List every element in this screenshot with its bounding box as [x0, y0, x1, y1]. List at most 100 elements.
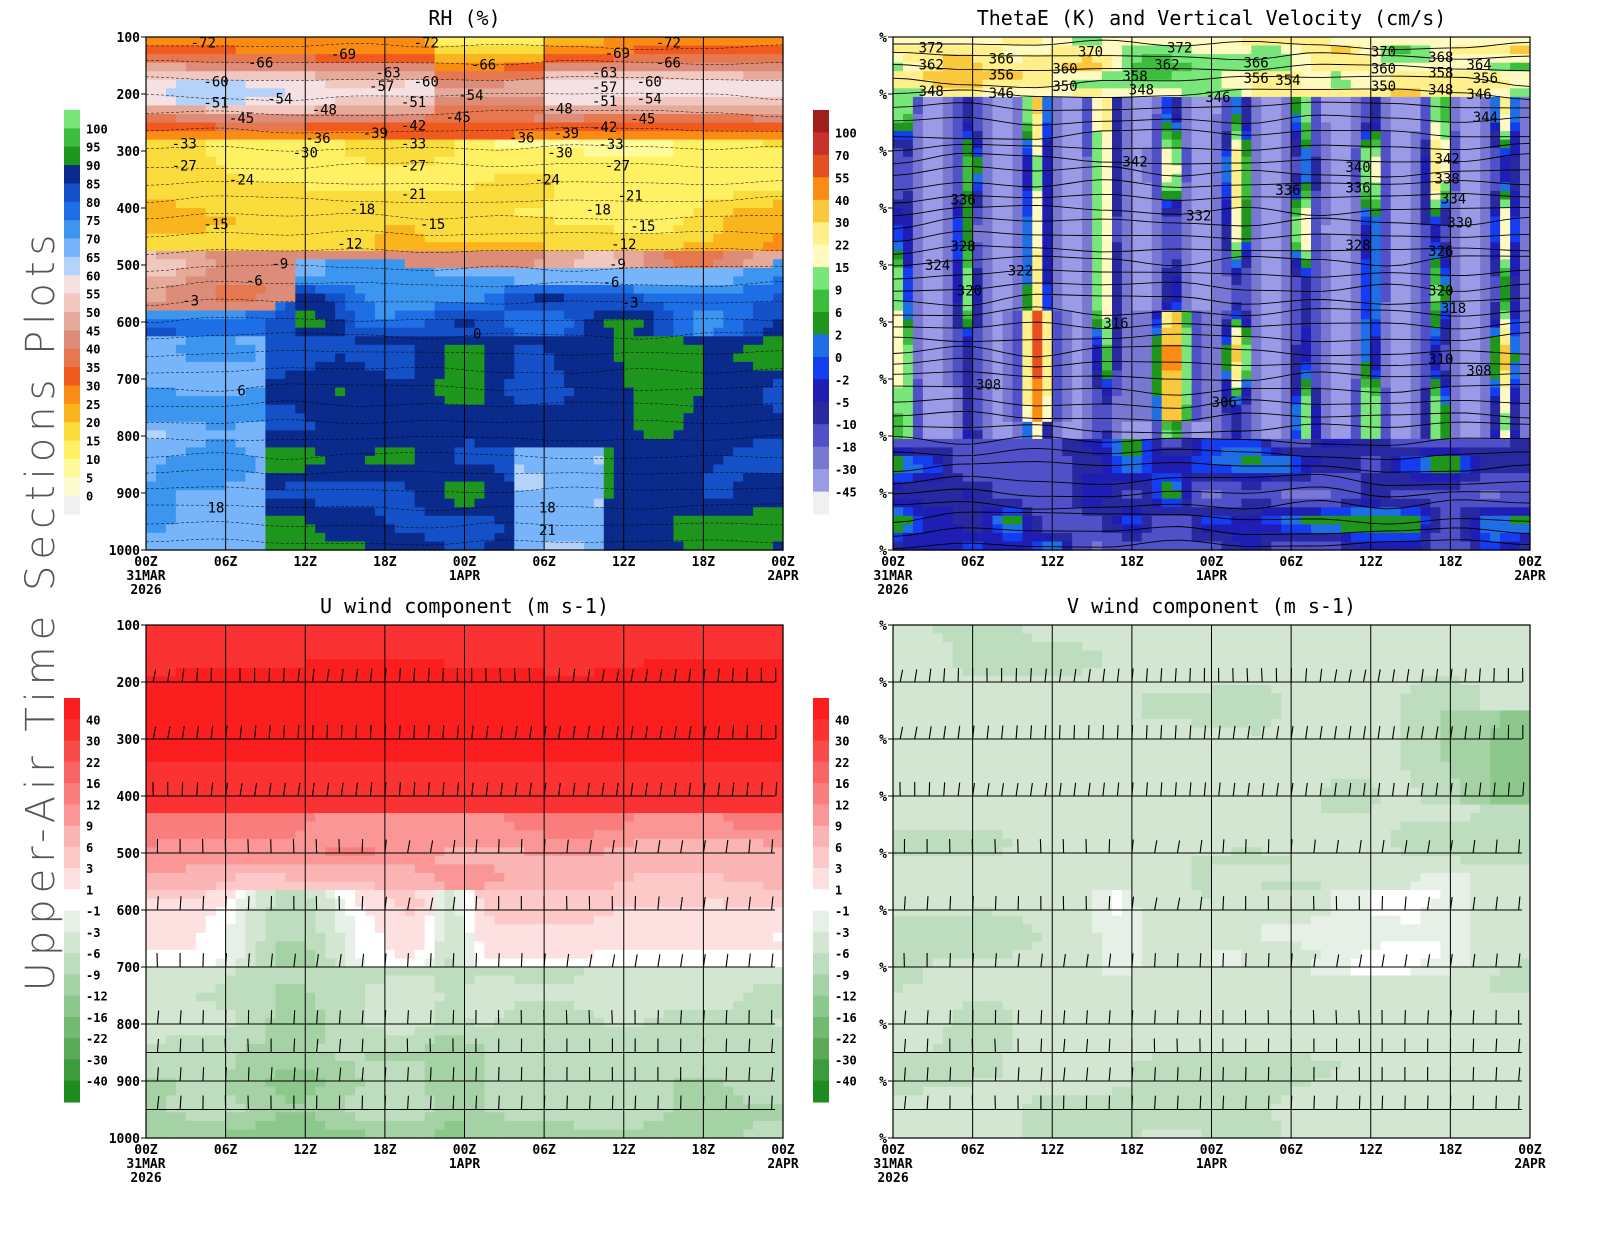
field-cell	[574, 148, 585, 158]
field-cell	[912, 190, 924, 201]
field-cell	[265, 541, 276, 551]
field-cell	[235, 344, 247, 354]
field-cell	[255, 242, 267, 252]
field-cell	[524, 430, 535, 440]
colorbar-swatch	[64, 403, 80, 423]
field-cell	[315, 438, 326, 449]
field-cell	[384, 114, 396, 124]
field-cell	[544, 498, 555, 508]
field-cell	[414, 524, 426, 534]
field-cell	[464, 208, 476, 218]
field-cell	[952, 165, 964, 175]
field-cell	[454, 327, 466, 337]
field-cell	[225, 438, 237, 449]
field-cell	[713, 148, 724, 158]
field-cell	[305, 293, 316, 303]
field-cell	[683, 276, 695, 286]
field-cell	[156, 396, 167, 406]
field-cell	[534, 37, 545, 47]
field-cell	[374, 156, 386, 166]
field-cell	[175, 327, 187, 337]
field-cell	[265, 421, 276, 431]
field-cell	[524, 148, 535, 158]
field-cell	[514, 79, 525, 89]
field-cell	[255, 182, 267, 192]
field-cell	[544, 507, 555, 517]
field-cell	[484, 233, 495, 243]
field-cell	[156, 267, 167, 278]
field-cell	[414, 379, 426, 389]
field-cell	[265, 481, 276, 491]
field-cell	[972, 131, 984, 141]
field-cell	[335, 404, 346, 414]
field-cell	[1022, 481, 1033, 491]
field-cell	[623, 336, 635, 346]
field-cell	[583, 327, 595, 337]
field-cell	[603, 541, 615, 551]
field-cell	[345, 524, 356, 534]
field-cell	[1022, 310, 1033, 320]
field-cell	[175, 233, 187, 243]
field-cell	[185, 524, 197, 534]
field-cell	[962, 379, 974, 389]
field-cell	[414, 276, 426, 286]
field-cell	[474, 122, 486, 132]
field-cell	[514, 344, 525, 354]
field-cell	[514, 379, 525, 389]
field-cell	[922, 473, 934, 483]
field-cell	[643, 353, 655, 363]
field-cell	[394, 96, 406, 107]
field-cell	[564, 456, 575, 466]
field-cell	[504, 139, 515, 149]
field-cell	[952, 404, 964, 414]
field-cell	[1002, 208, 1014, 218]
field-cell	[305, 379, 316, 389]
field-cell	[444, 105, 456, 115]
field-cell	[922, 233, 934, 243]
field-cell	[295, 54, 306, 64]
field-cell	[394, 62, 406, 72]
field-cell	[514, 421, 525, 431]
field-cell	[663, 404, 675, 414]
field-cell	[723, 96, 734, 107]
field-cell	[335, 490, 346, 500]
field-cell	[414, 105, 426, 115]
field-cell	[444, 447, 456, 457]
field-cell	[733, 54, 744, 64]
field-cell	[315, 532, 326, 543]
field-cell	[384, 276, 396, 286]
field-cell	[633, 71, 645, 81]
field-cell	[414, 421, 426, 431]
field-cell	[474, 139, 486, 149]
field-cell	[245, 173, 257, 183]
field-cell	[235, 430, 247, 440]
field-cell	[146, 54, 157, 64]
field-cell	[564, 233, 575, 243]
field-cell	[952, 225, 964, 235]
field-cell	[384, 379, 396, 389]
field-cell	[484, 79, 495, 89]
field-cell	[175, 302, 187, 312]
field-cell	[982, 490, 994, 500]
field-cell	[165, 259, 177, 269]
field-cell	[285, 173, 296, 183]
field-cell	[593, 79, 605, 89]
field-cell	[1022, 456, 1033, 466]
field-cell	[474, 233, 486, 243]
field-cell	[693, 285, 704, 295]
field-cell	[146, 139, 157, 149]
field-cell	[952, 524, 964, 534]
field-cell	[285, 139, 296, 149]
field-cell	[1012, 456, 1023, 466]
field-cell	[464, 276, 476, 286]
field-cell	[574, 62, 585, 72]
y-tick-label: 100	[117, 31, 141, 46]
field-cell	[623, 114, 635, 124]
field-cell	[942, 156, 954, 166]
field-cell	[404, 114, 416, 124]
field-cell	[494, 242, 505, 252]
field-cell	[394, 524, 406, 534]
field-cell	[146, 430, 157, 440]
field-cell	[673, 225, 685, 235]
field-cell	[1042, 327, 1053, 337]
